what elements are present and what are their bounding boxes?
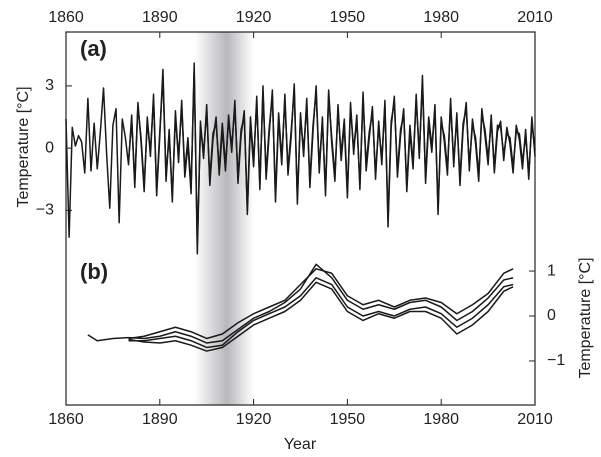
y2-tick-label: −1 (547, 352, 565, 369)
data-line (87, 263, 514, 344)
y2-tick-label: 0 (547, 307, 556, 324)
data-line (128, 281, 514, 352)
data-line (65, 62, 536, 255)
x-tick-label: 1860 (48, 9, 84, 26)
data-line (127, 70, 536, 245)
y-tick-label: 0 (45, 139, 54, 156)
panel-label: (b) (80, 259, 108, 284)
x-tick-label: 2010 (517, 9, 553, 26)
y-tick-label: 3 (45, 77, 54, 94)
x-tick-label: 1980 (423, 9, 459, 26)
x-tick-label: 1950 (330, 411, 366, 428)
y2-tick-label: 1 (547, 262, 556, 279)
x-tick-label: 1890 (142, 411, 178, 428)
x-tick-label: 1980 (423, 411, 459, 428)
y-axis-label: Temperature [°C] (15, 86, 32, 207)
y2-axis-label: Temperature [°C] (577, 257, 594, 378)
plot-frame (65, 31, 536, 406)
x-tick-label: 1920 (236, 411, 272, 428)
highlight-band (194, 32, 254, 405)
x-tick-label: 1950 (330, 9, 366, 26)
x-tick-label: 2010 (517, 411, 553, 428)
data-line (128, 268, 514, 340)
data-line (128, 277, 514, 349)
y-tick-label: −3 (36, 202, 54, 219)
x-tick-label: 1920 (236, 9, 272, 26)
x-axis-label: Year (284, 436, 317, 453)
panel-label: (a) (80, 36, 107, 61)
x-tick-label: 1890 (142, 9, 178, 26)
x-tick-label: 1860 (48, 411, 84, 428)
